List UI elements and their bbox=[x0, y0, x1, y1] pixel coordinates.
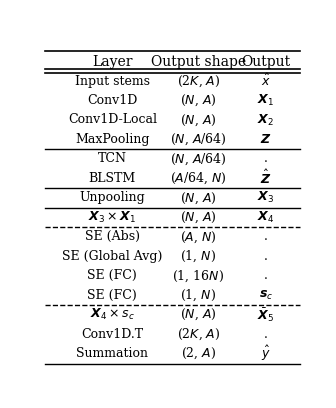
Text: $\hat{x}$: $\hat{x}$ bbox=[261, 73, 271, 89]
Text: $\boldsymbol{X}_4$: $\boldsymbol{X}_4$ bbox=[257, 210, 275, 225]
Text: BLSTM: BLSTM bbox=[89, 172, 136, 185]
Text: SE (FC): SE (FC) bbox=[87, 269, 137, 282]
Text: ($A$/64, $N$): ($A$/64, $N$) bbox=[170, 171, 226, 186]
Text: Output: Output bbox=[241, 55, 291, 69]
Text: SE (Global Avg): SE (Global Avg) bbox=[62, 250, 163, 263]
Text: MaxPooling: MaxPooling bbox=[75, 133, 150, 146]
Text: SE (FC): SE (FC) bbox=[87, 289, 137, 302]
Text: ($N$, $A$): ($N$, $A$) bbox=[180, 307, 217, 322]
Text: (1, $N$): (1, $N$) bbox=[180, 288, 216, 303]
Text: (2$K$, $A$): (2$K$, $A$) bbox=[176, 73, 220, 89]
Text: .: . bbox=[264, 153, 268, 165]
Text: (2$K$, $A$): (2$K$, $A$) bbox=[176, 326, 220, 342]
Text: SE (Abs): SE (Abs) bbox=[85, 231, 140, 243]
Text: $\boldsymbol{X}_4 \times s_c$: $\boldsymbol{X}_4 \times s_c$ bbox=[90, 307, 135, 322]
Text: $\hat{y}$: $\hat{y}$ bbox=[261, 344, 271, 363]
Text: $\boldsymbol{X}_1$: $\boldsymbol{X}_1$ bbox=[257, 93, 275, 108]
Text: (1, 16$N$): (1, 16$N$) bbox=[172, 268, 224, 284]
Text: Conv1D.T: Conv1D.T bbox=[81, 328, 143, 341]
Text: (2, $A$): (2, $A$) bbox=[181, 346, 216, 361]
Text: Input stems: Input stems bbox=[75, 75, 150, 87]
Text: Conv1D-Local: Conv1D-Local bbox=[68, 113, 157, 126]
Text: .: . bbox=[264, 328, 268, 341]
Text: $\boldsymbol{X}_2$: $\boldsymbol{X}_2$ bbox=[257, 113, 275, 128]
Text: Summation: Summation bbox=[76, 347, 148, 360]
Text: $\boldsymbol{X}_3 \times \boldsymbol{X}_1$: $\boldsymbol{X}_3 \times \boldsymbol{X}_… bbox=[88, 210, 136, 225]
Text: (1, $N$): (1, $N$) bbox=[180, 248, 216, 264]
Text: Unpooling: Unpooling bbox=[79, 191, 145, 204]
Text: $\boldsymbol{Z}$: $\boldsymbol{Z}$ bbox=[260, 133, 272, 146]
Text: ($N$, $A$/64): ($N$, $A$/64) bbox=[170, 132, 226, 147]
Text: ($A$, $N$): ($A$, $N$) bbox=[180, 229, 217, 244]
Text: .: . bbox=[264, 250, 268, 263]
Text: Layer: Layer bbox=[92, 55, 133, 69]
Text: TCN: TCN bbox=[98, 153, 127, 165]
Text: .: . bbox=[264, 269, 268, 282]
Text: ($N$, $A$): ($N$, $A$) bbox=[180, 210, 217, 225]
Text: .: . bbox=[264, 231, 268, 243]
Text: ($N$, $A$): ($N$, $A$) bbox=[180, 93, 217, 108]
Text: Output shape: Output shape bbox=[151, 55, 246, 69]
Text: ($N$, $A$): ($N$, $A$) bbox=[180, 190, 217, 206]
Text: ($N$, $A$): ($N$, $A$) bbox=[180, 112, 217, 128]
Text: $\hat{\boldsymbol{Z}}$: $\hat{\boldsymbol{Z}}$ bbox=[260, 169, 272, 187]
Text: ($N$, $A$/64): ($N$, $A$/64) bbox=[170, 151, 226, 166]
Text: $\boldsymbol{s}_c$: $\boldsymbol{s}_c$ bbox=[259, 289, 273, 302]
Text: $\boldsymbol{X}_3$: $\boldsymbol{X}_3$ bbox=[257, 190, 275, 205]
Text: $\bar{\boldsymbol{X}}_5$: $\bar{\boldsymbol{X}}_5$ bbox=[257, 306, 275, 324]
Text: Conv1D: Conv1D bbox=[87, 94, 137, 107]
